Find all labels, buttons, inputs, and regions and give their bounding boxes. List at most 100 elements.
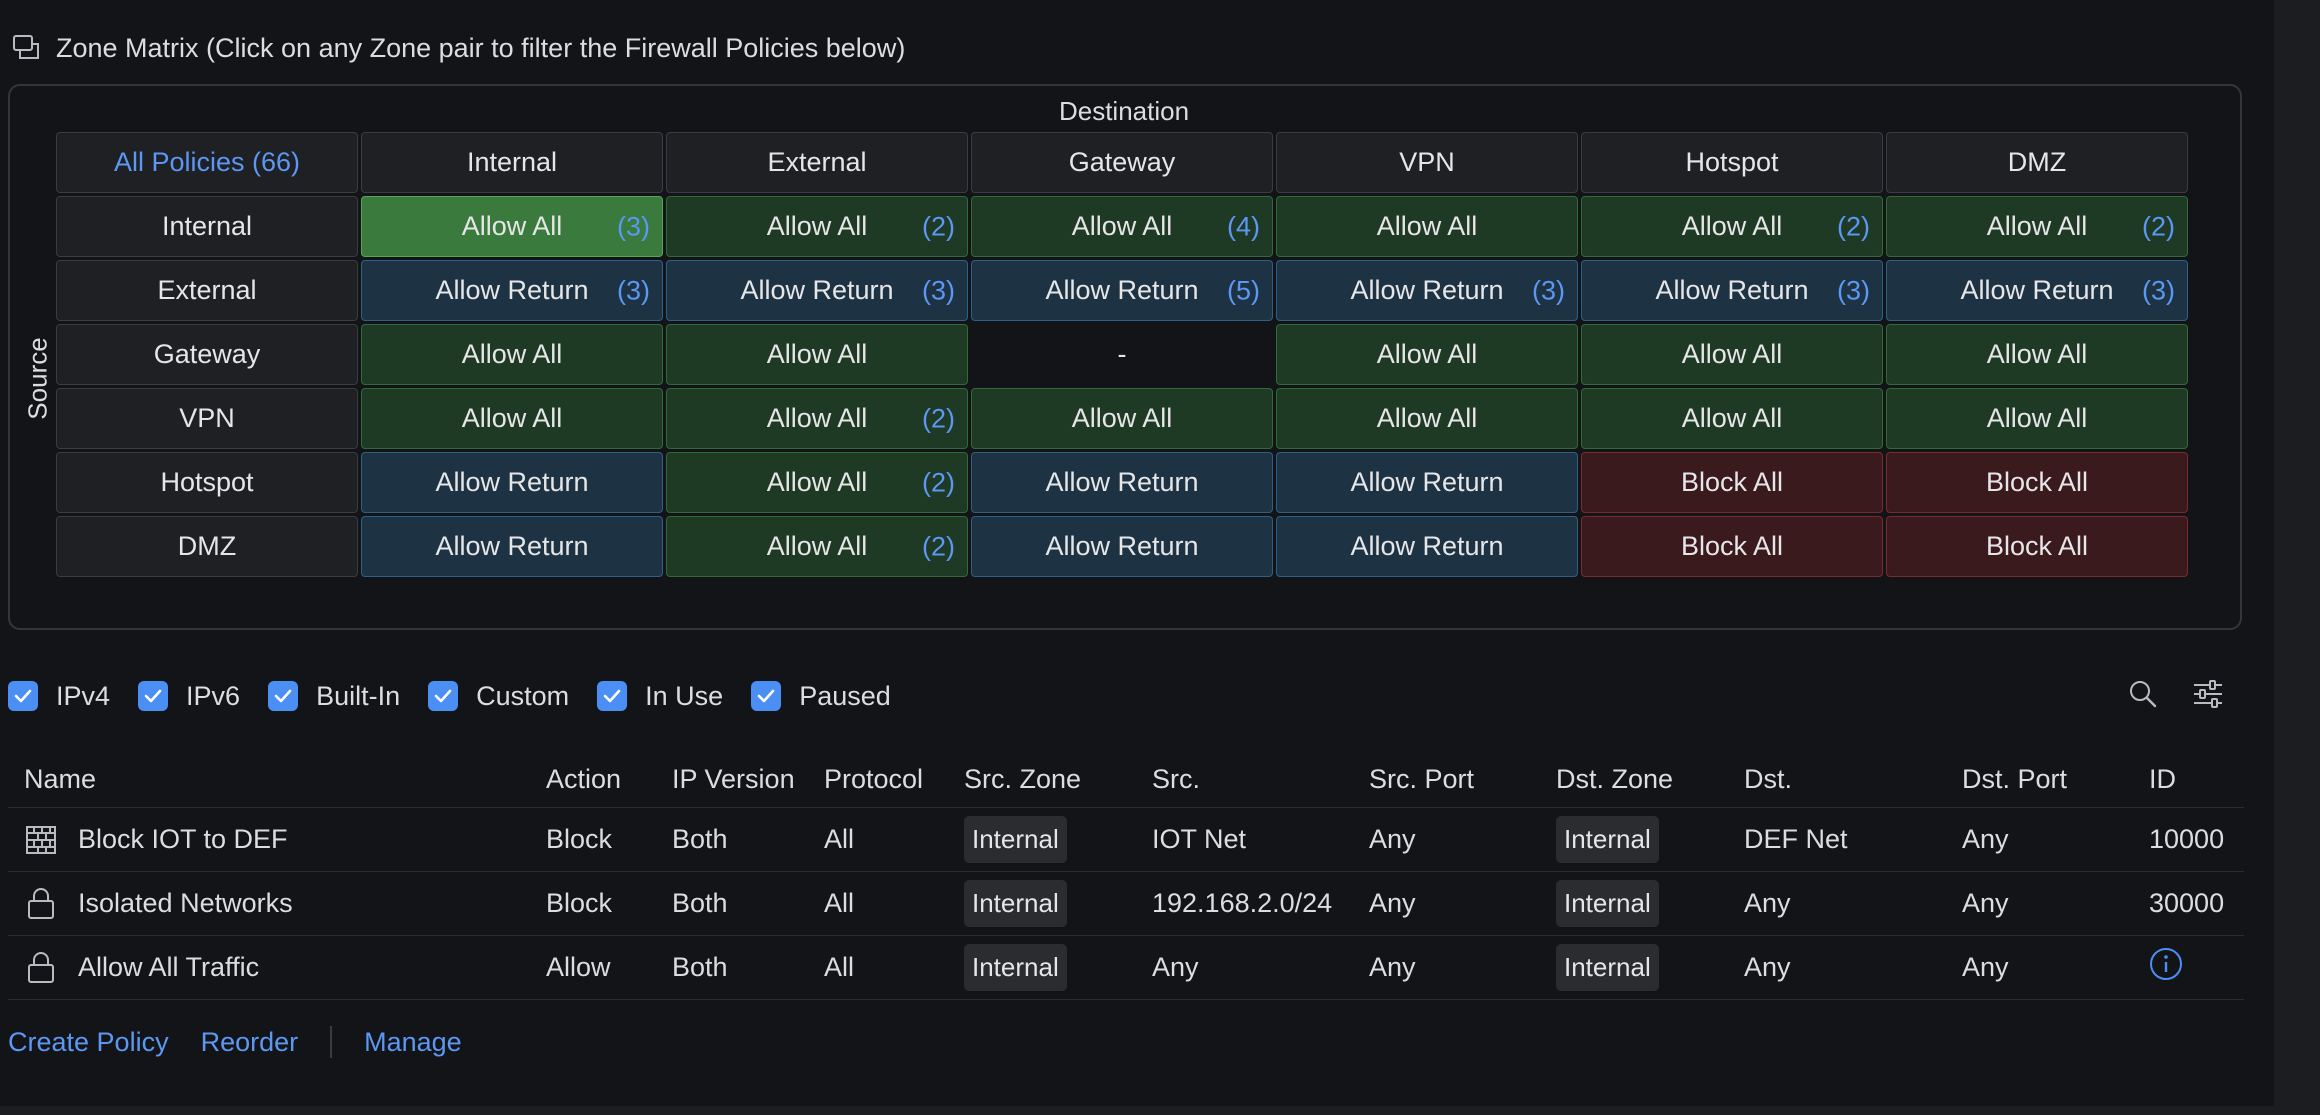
collapse-panel-icon[interactable] <box>12 34 42 62</box>
table-row[interactable]: Block IOT to DEF Block Both All Internal IOT … <box>8 808 2244 872</box>
destination-zone-header[interactable]: Gateway <box>971 132 1273 193</box>
source-zone-header[interactable]: Hotspot <box>56 452 358 513</box>
cell-action: Allow <box>546 952 611 982</box>
zone-pair-action: Allow Return <box>1045 531 1199 561</box>
zone-pair-cell[interactable]: Allow Return <box>971 452 1273 513</box>
checkbox[interactable] <box>268 681 299 711</box>
zone-pair-action: Allow Return <box>435 275 589 305</box>
column-header[interactable]: Src. <box>1152 764 1201 794</box>
filter-in-use[interactable]: In Use <box>597 681 723 712</box>
cell-dst: Any <box>1744 952 1791 982</box>
zone-pair-cell[interactable]: Allow All (2) <box>1581 196 1883 257</box>
zone-pair-cell[interactable]: Allow All <box>361 388 663 449</box>
search-icon[interactable] <box>2128 679 2158 714</box>
zone-pair-cell[interactable]: Allow All (3) <box>361 196 663 257</box>
zone-pair-cell[interactable]: Allow Return <box>361 452 663 513</box>
column-header[interactable]: Src. Zone <box>964 764 1082 794</box>
cell-ip-version: Both <box>672 824 728 854</box>
zone-pair-cell[interactable]: Allow All <box>361 324 663 385</box>
zone-pair-cell[interactable]: Allow Return <box>971 516 1273 577</box>
source-zone-header[interactable]: Gateway <box>56 324 358 385</box>
zone-pair-cell[interactable]: Allow Return (3) <box>1886 260 2188 321</box>
zone-pair-cell[interactable]: Allow All <box>971 388 1273 449</box>
column-header[interactable]: Protocol <box>824 764 924 794</box>
zone-pair-action: Allow All <box>1986 403 2088 433</box>
source-zone-header[interactable]: Internal <box>56 196 358 257</box>
column-header[interactable]: Action <box>546 764 622 794</box>
all-policies-button[interactable]: All Policies (66) <box>56 132 358 193</box>
zone-pair-cell[interactable]: Allow All <box>1886 324 2188 385</box>
table-row[interactable]: Isolated Networks Block Both All Internal 192… <box>8 872 2244 936</box>
cell-dst-zone: Internal <box>1556 808 1659 871</box>
column-header[interactable]: ID <box>2149 764 2176 794</box>
filter-paused[interactable]: Paused <box>751 681 891 712</box>
zone-pair-action: Allow All <box>1071 403 1173 433</box>
zone-pair-cell[interactable]: Allow All (2) <box>666 452 968 513</box>
source-zone-header[interactable]: DMZ <box>56 516 358 577</box>
column-header[interactable]: Dst. Port <box>1962 764 2068 794</box>
checkbox[interactable] <box>8 681 38 711</box>
destination-zone-header[interactable]: Internal <box>361 132 663 193</box>
policy-name[interactable]: Isolated Networks <box>78 888 293 918</box>
zone-pair-cell[interactable]: Allow Return <box>1276 452 1578 513</box>
policy-name[interactable]: Allow All Traffic <box>78 952 260 982</box>
column-header[interactable]: IP Version <box>672 764 795 794</box>
manage-link[interactable]: Manage <box>364 1026 462 1057</box>
zone-pair-cell[interactable]: Allow Return (5) <box>971 260 1273 321</box>
info-icon[interactable] <box>2149 947 2183 988</box>
policy-name[interactable]: Block IOT to DEF <box>78 824 288 854</box>
zone-pair-cell[interactable]: Allow Return (3) <box>1581 260 1883 321</box>
zone-pair-cell[interactable]: Allow All (2) <box>666 516 968 577</box>
column-header[interactable]: Src. Port <box>1369 764 1475 794</box>
create-policy-link[interactable]: Create Policy <box>8 1026 169 1057</box>
zone-pair-cell[interactable]: Allow All <box>666 324 968 385</box>
filter-label: In Use <box>645 680 724 711</box>
zone-pair-cell[interactable]: Allow Return (3) <box>1276 260 1578 321</box>
checkbox[interactable] <box>428 681 459 711</box>
reorder-link[interactable]: Reorder <box>200 1026 299 1057</box>
destination-zone-header[interactable]: DMZ <box>1886 132 2188 193</box>
zone-pair-cell[interactable]: Allow All <box>1886 388 2188 449</box>
column-header[interactable]: Dst. Zone <box>1556 764 1674 794</box>
checkbox[interactable] <box>138 681 169 711</box>
zone-pair-cell[interactable]: Allow All <box>1581 388 1883 449</box>
zone-pair-cell[interactable]: Block All <box>1886 452 2188 513</box>
column-header[interactable]: Name <box>24 764 97 794</box>
checkbox[interactable] <box>751 681 782 711</box>
zone-pair-cell[interactable]: Allow All <box>1276 388 1578 449</box>
zone-pair-cell[interactable]: Allow Return <box>1276 516 1578 577</box>
filter-ipv4[interactable]: IPv4 <box>8 681 110 712</box>
zone-pair-cell[interactable]: Allow Return <box>361 516 663 577</box>
destination-zone-header[interactable]: Hotspot <box>1581 132 1883 193</box>
policy-count: (2) <box>922 467 955 497</box>
checkbox[interactable] <box>597 681 628 711</box>
column-settings-icon[interactable] <box>2192 679 2224 714</box>
cell-src-port: Any <box>1369 824 1416 854</box>
cell-action: Block <box>546 888 613 918</box>
table-row[interactable]: Allow All Traffic Allow Both All Internal Any… <box>8 936 2244 1000</box>
destination-zone-header[interactable]: External <box>666 132 968 193</box>
zone-pair-cell[interactable]: Allow All <box>1276 324 1578 385</box>
divider <box>330 1026 333 1058</box>
zone-pair-cell[interactable]: Allow All <box>1276 196 1578 257</box>
zone-pair-action: Allow All <box>766 467 868 497</box>
cell-name: Block IOT to DEF <box>26 808 288 871</box>
zone-pair-cell[interactable]: Allow All <box>1581 324 1883 385</box>
source-zone-header[interactable]: VPN <box>56 388 358 449</box>
zone-pair-cell[interactable]: Allow All (2) <box>666 196 968 257</box>
zone-pair-cell[interactable]: Block All <box>1581 452 1883 513</box>
zone-pair-cell[interactable]: Allow All (2) <box>666 388 968 449</box>
zone-pair-cell[interactable]: Allow All (2) <box>1886 196 2188 257</box>
zone-pair-cell[interactable]: Allow Return (3) <box>361 260 663 321</box>
column-header[interactable]: Dst. <box>1744 764 1793 794</box>
source-zone-header[interactable]: External <box>56 260 358 321</box>
zone-pair-cell[interactable]: Allow All (4) <box>971 196 1273 257</box>
filter-built-in[interactable]: Built-In <box>268 681 400 712</box>
destination-zone-header[interactable]: VPN <box>1276 132 1578 193</box>
cell-protocol: All <box>824 888 855 918</box>
zone-pair-cell[interactable]: Allow Return (3) <box>666 260 968 321</box>
filter-ipv6[interactable]: IPv6 <box>138 681 240 712</box>
filter-custom[interactable]: Custom <box>428 681 569 712</box>
zone-pair-cell[interactable]: Block All <box>1581 516 1883 577</box>
zone-pair-cell[interactable]: Block All <box>1886 516 2188 577</box>
